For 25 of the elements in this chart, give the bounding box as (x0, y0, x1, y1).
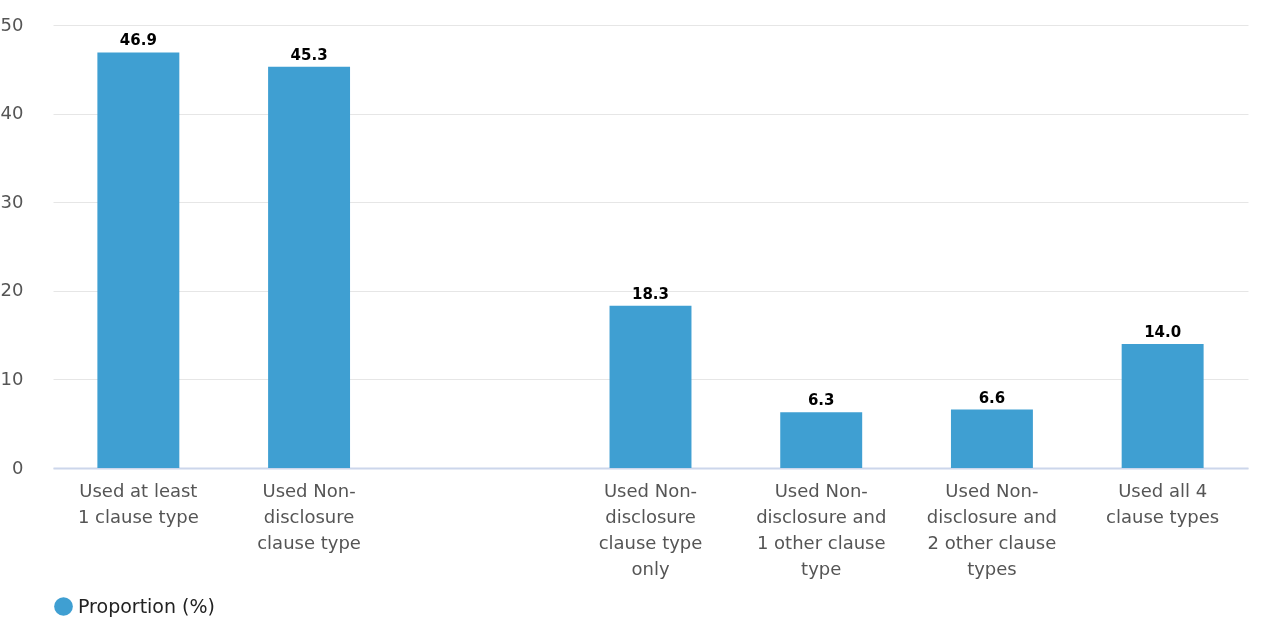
y-tick-label: 40 (0, 102, 24, 124)
data-label: 45.3 (290, 45, 328, 64)
y-tick-label: 20 (0, 279, 24, 301)
x-tick-label: Used all 4 clause types (1106, 479, 1220, 527)
x-tick-label: Used Non-disclosure and 2 other clause types (926, 479, 1058, 579)
data-label: 46.9 (119, 31, 157, 50)
data-label: 6.3 (807, 391, 835, 410)
bar (97, 52, 180, 468)
bar (609, 305, 692, 468)
y-tick-label: 50 (0, 13, 24, 35)
legend-label: Proportion (%) (78, 594, 215, 617)
data-label: 6.6 (978, 388, 1006, 407)
y-tick-label: 10 (0, 367, 24, 389)
y-tick-label: 0 (12, 456, 24, 478)
data-label: 14.0 (1144, 322, 1182, 341)
bar (780, 412, 863, 468)
x-tick-label: Used Non-disclosure clause type only (598, 479, 703, 579)
y-tick-label: 30 (0, 190, 24, 212)
bar (950, 409, 1033, 468)
bar (268, 66, 351, 468)
x-tick-label: Used Non-disclosure and 1 other clause type (756, 479, 887, 579)
data-label: 18.3 (631, 284, 670, 303)
x-tick-label: Used at least 1 clause type (77, 479, 199, 527)
bar (1121, 343, 1204, 468)
x-tick-label: Used Non-disclosure clause type (257, 479, 361, 553)
